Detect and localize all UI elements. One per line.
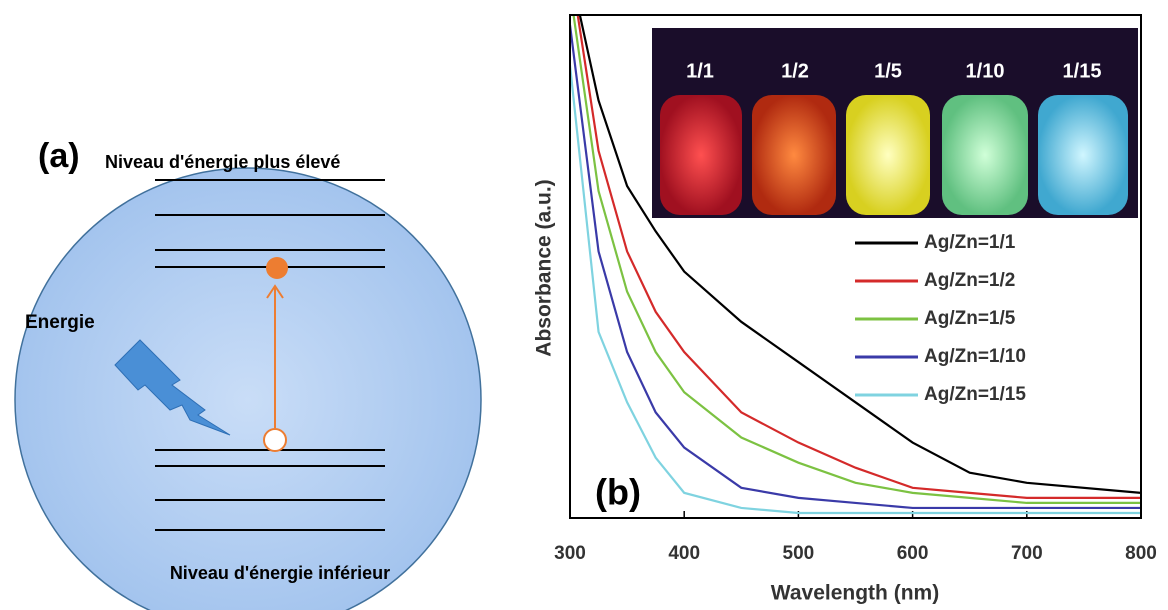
series-line	[578, 15, 1141, 494]
x-tick-label: 500	[783, 543, 815, 564]
x-tick-label: 600	[897, 543, 929, 564]
x-tick-label: 400	[668, 543, 700, 564]
inset-label: 1/10	[966, 60, 1005, 82]
legend-label: Ag/Zn=1/10	[924, 346, 1026, 367]
energy-label: Energie	[25, 312, 95, 333]
plot-frame	[569, 14, 1142, 519]
inset-label: 1/5	[874, 60, 902, 82]
x-tick-label: 300	[554, 543, 586, 564]
x-tick-label: 800	[1125, 543, 1157, 564]
vials	[660, 95, 1128, 215]
sphere	[14, 167, 482, 610]
x-tick-label: 700	[1011, 543, 1043, 564]
series-line	[570, 65, 1141, 515]
y-axis-label: Absorbance (a.u.)	[533, 179, 556, 356]
series-line	[572, 15, 1141, 505]
panel-label: (b)	[595, 472, 641, 513]
legend-label: Ag/Zn=1/1	[924, 232, 1016, 253]
lightning	[114, 339, 231, 436]
inset-label: 1/1	[686, 60, 714, 82]
excited-electron	[266, 257, 288, 279]
lower-label: Niveau d'énergie inférieur	[170, 563, 390, 583]
series-line	[576, 15, 1141, 499]
x-axis-label: Wavelength (nm)	[771, 582, 939, 605]
legend-label: Ag/Zn=1/5	[924, 308, 1016, 329]
legend-label: Ag/Zn=1/2	[924, 270, 1015, 291]
ground-state	[263, 428, 287, 452]
series-line	[570, 24, 1141, 510]
arrow-head	[266, 284, 284, 299]
inset-label: 1/2	[781, 60, 809, 82]
upper-label: Niveau d'énergie plus élevé	[105, 152, 340, 172]
panel-label: (a)	[38, 137, 80, 175]
inset-label: 1/15	[1063, 60, 1102, 82]
legend-label: Ag/Zn=1/15	[924, 384, 1026, 405]
